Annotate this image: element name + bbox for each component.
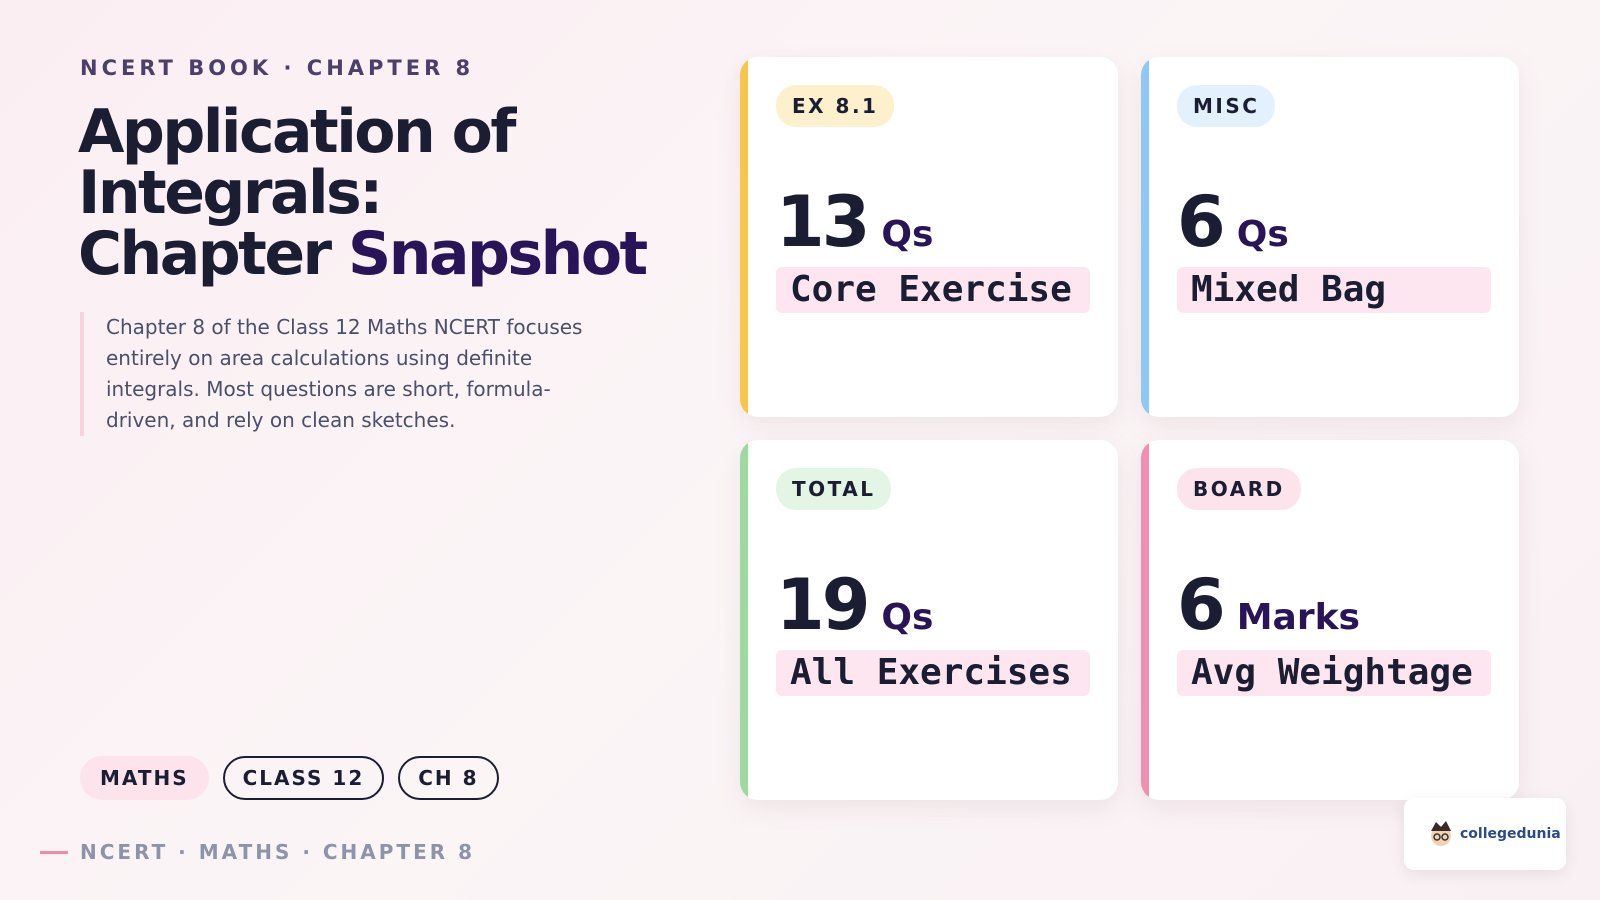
card-number: 19 <box>776 564 870 646</box>
card-accent <box>740 440 748 800</box>
card-accent <box>1141 57 1149 417</box>
card-badge: TOTAL <box>776 468 892 510</box>
card-unit: Qs <box>1236 214 1289 255</box>
card-figure: 6 Marks <box>1177 564 1360 646</box>
title: Application of Integrals: Chapter Snapsh… <box>78 102 648 285</box>
card-figure: 19 Qs <box>776 564 933 646</box>
card-figure: 6 Qs <box>1177 181 1289 263</box>
card-label: Core Exercise <box>776 267 1090 313</box>
card-number: 6 <box>1177 564 1226 646</box>
card-accent <box>740 57 748 417</box>
footer-text: NCERT · MATHS · CHAPTER 8 <box>80 840 476 864</box>
card-figure: 13 Qs <box>776 181 933 263</box>
tag: CLASS 12 <box>222 756 385 800</box>
card-unit: Marks <box>1236 597 1360 638</box>
card-badge: EX 8.1 <box>776 85 895 127</box>
tag: CH 8 <box>398 756 499 800</box>
card-label: All Exercises <box>776 650 1090 696</box>
card-unit: Qs <box>881 597 934 638</box>
footer-rule <box>40 850 68 854</box>
logo-text: collegedunia <box>1460 826 1561 842</box>
kicker: NCERT BOOK · CHAPTER 8 <box>80 56 475 80</box>
card-accent <box>1141 440 1149 800</box>
card-number: 6 <box>1177 181 1226 263</box>
title-accent: Snapshot <box>348 219 648 289</box>
card-number: 13 <box>776 181 870 263</box>
title-line: Application of <box>78 97 516 167</box>
card-badge: MISC <box>1177 85 1276 127</box>
card-label: Avg Weightage <box>1177 650 1491 696</box>
title-line: Chapter <box>78 219 332 289</box>
tag: MATHS <box>80 756 209 800</box>
card-badge: BOARD <box>1177 468 1301 510</box>
logo: collegedunia <box>1404 798 1566 870</box>
description: Chapter 8 of the Class 12 Maths NCERT fo… <box>80 312 620 436</box>
card-unit: Qs <box>881 214 934 255</box>
tags: MATHS CLASS 12 CH 8 <box>80 756 499 800</box>
card-label: Mixed Bag <box>1177 267 1491 313</box>
logo-icon <box>1431 821 1451 846</box>
footer: NCERT · MATHS · CHAPTER 8 <box>40 840 475 864</box>
title-line: Integrals: <box>78 158 383 228</box>
